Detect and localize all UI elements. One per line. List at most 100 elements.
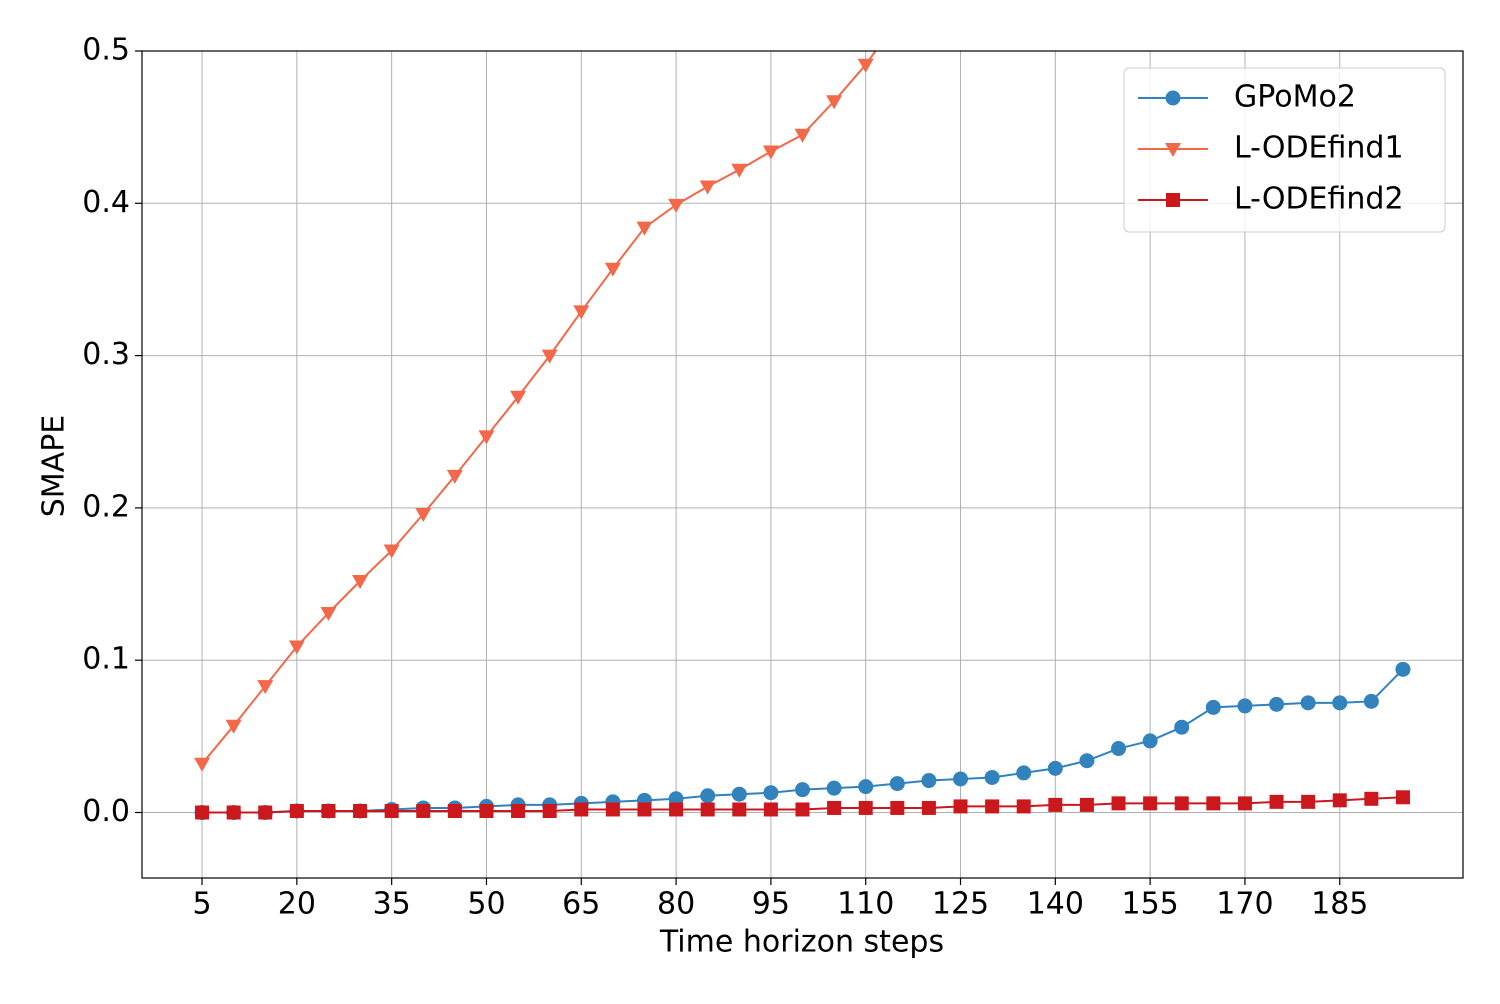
marker: [1332, 793, 1347, 808]
marker: [700, 788, 716, 804]
plot-area: [194, 51, 1411, 821]
y-tick-label: 0.3: [82, 337, 130, 372]
marker: [669, 802, 684, 817]
x-tick-label: 80: [657, 887, 695, 922]
marker: [858, 800, 873, 815]
x-axis-label: Time horizon steps: [659, 925, 944, 960]
marker: [1165, 143, 1181, 157]
marker: [953, 771, 969, 787]
marker: [1165, 90, 1181, 106]
marker: [1364, 791, 1379, 806]
marker: [195, 805, 210, 820]
marker: [511, 803, 526, 818]
marker: [447, 803, 462, 818]
marker: [1395, 661, 1411, 677]
marker: [1237, 698, 1253, 714]
marker: [1166, 193, 1180, 207]
x-tick-label: 125: [932, 887, 989, 922]
axes-frame: [141, 50, 1464, 879]
marker: [478, 430, 495, 445]
marker: [1047, 760, 1063, 776]
marker: [1143, 796, 1158, 811]
marker: [1363, 693, 1379, 709]
marker: [1301, 794, 1316, 809]
marker: [541, 349, 558, 364]
marker: [827, 800, 842, 815]
marker: [794, 128, 811, 143]
marker: [636, 221, 653, 236]
marker: [225, 719, 242, 734]
marker: [479, 803, 494, 818]
legend-label: L-ODEfind2: [1234, 182, 1404, 217]
marker: [257, 680, 274, 695]
marker: [1079, 797, 1094, 812]
marker: [446, 469, 463, 484]
marker: [668, 198, 685, 213]
marker: [510, 390, 527, 405]
x-tick-label: 95: [752, 887, 790, 922]
marker: [1269, 696, 1285, 712]
marker: [826, 95, 843, 110]
marker: [1016, 765, 1032, 781]
legend: GPoMo2 L-ODEfind1 L-ODEfind2: [1123, 67, 1446, 233]
marker: [321, 803, 336, 818]
marker: [889, 776, 905, 792]
marker: [890, 800, 905, 815]
x-tick-label: 155: [1121, 887, 1178, 922]
marker: [700, 802, 715, 817]
marker: [604, 262, 621, 277]
y-tick-label: 0.0: [82, 794, 130, 829]
x-tick-label: 35: [373, 887, 411, 922]
legend-label: GPoMo2: [1234, 80, 1356, 115]
marker: [258, 805, 273, 820]
marker: [795, 782, 810, 798]
y-tick-label: 0.2: [82, 489, 130, 524]
y-tick-label: 0.5: [82, 33, 130, 68]
x-tick-label: 185: [1311, 887, 1368, 922]
marker: [194, 757, 211, 772]
marker: [1269, 794, 1284, 809]
marker: [1395, 790, 1410, 805]
marker: [605, 802, 620, 817]
legend-box: [1123, 67, 1446, 233]
marker: [763, 802, 778, 817]
ticks: 0.0 0.1 0.2 0.3 0.4 0.5 5 20 35 50 65 80 95 110 125 140…: [82, 33, 1368, 922]
marker: [858, 779, 874, 795]
marker: [921, 773, 937, 789]
marker: [1048, 797, 1063, 812]
marker: [637, 802, 652, 817]
marker: [1016, 799, 1031, 814]
marker: [1206, 796, 1221, 811]
x-tick-label: 170: [1216, 887, 1273, 922]
marker: [1142, 733, 1158, 749]
marker: [1111, 741, 1127, 757]
marker: [383, 544, 400, 559]
marker: [226, 805, 241, 820]
marker: [574, 802, 589, 817]
x-tick-label: 65: [562, 887, 600, 922]
marker: [353, 803, 368, 818]
marker: [384, 803, 399, 818]
marker: [763, 785, 779, 801]
marker: [857, 58, 874, 73]
marker: [826, 780, 842, 796]
marker: [1237, 796, 1252, 811]
marker: [573, 305, 590, 320]
marker: [984, 769, 1000, 785]
marker: [1205, 699, 1221, 715]
marker: [289, 803, 304, 818]
marker: [1332, 695, 1348, 711]
marker: [921, 800, 936, 815]
marker: [542, 803, 557, 818]
y-axis-label: SMAPE: [37, 415, 72, 518]
marker: [320, 606, 337, 621]
x-tick-label: 110: [837, 887, 894, 922]
x-tick-label: 20: [278, 887, 316, 922]
marker: [415, 507, 432, 522]
marker: [1111, 796, 1126, 811]
marker: [795, 802, 810, 817]
x-tick-label: 50: [467, 887, 505, 922]
marker: [732, 802, 747, 817]
marker: [985, 799, 1000, 814]
marker: [288, 640, 305, 655]
